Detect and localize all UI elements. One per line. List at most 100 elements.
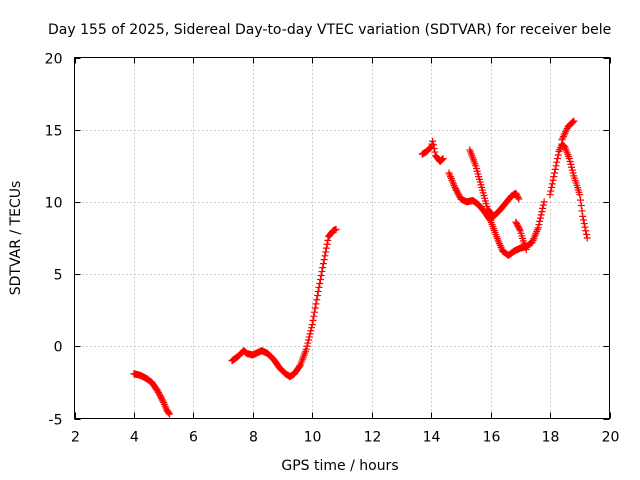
data-point	[577, 196, 585, 204]
data-point	[310, 312, 318, 320]
data-point	[516, 225, 524, 233]
data-point	[538, 208, 546, 216]
data-point	[431, 148, 439, 156]
x-tick-label: 8	[249, 430, 258, 446]
grid	[74, 57, 610, 419]
x-tick-label: 4	[130, 430, 139, 446]
data-point	[166, 410, 174, 418]
data-point	[317, 272, 325, 280]
data-point	[522, 246, 530, 254]
y-tick-label: 10	[45, 196, 63, 212]
axis-ticks	[74, 57, 611, 420]
x-tick-label: 18	[542, 430, 560, 446]
data-point	[316, 279, 324, 287]
x-tick-label: 10	[304, 430, 322, 446]
y-tick-label: -5	[49, 413, 63, 429]
y-tick-label: 20	[45, 52, 63, 68]
data-point	[558, 136, 566, 144]
y-axis-label: SDTVAR / TECUs	[8, 181, 24, 296]
data-point	[307, 327, 315, 335]
data-point	[546, 191, 554, 199]
data-point	[568, 118, 576, 126]
data-point	[319, 264, 327, 272]
data-point	[302, 345, 310, 353]
x-tick-label: 20	[602, 430, 620, 446]
data-point	[486, 216, 494, 224]
data-point	[305, 336, 313, 344]
data-point	[559, 133, 567, 141]
data-point	[579, 216, 587, 224]
data-point	[316, 276, 324, 284]
data-point	[311, 304, 319, 312]
data-point	[548, 180, 556, 188]
data-point	[296, 362, 304, 370]
data-point	[577, 202, 585, 210]
data-point	[429, 141, 437, 149]
data-point	[332, 225, 340, 233]
data-point	[439, 155, 447, 163]
data-point	[580, 220, 588, 228]
data-point	[583, 234, 591, 242]
data-point	[306, 330, 314, 338]
data-point	[303, 342, 311, 350]
data-point	[515, 195, 523, 203]
data-point	[321, 252, 329, 260]
data-point	[534, 224, 542, 232]
x-tick-label: 2	[71, 430, 80, 446]
data-points	[130, 117, 591, 418]
data-point	[312, 300, 320, 308]
data-point	[304, 339, 312, 347]
data-point	[554, 151, 562, 159]
y-tick-label: 5	[54, 268, 63, 284]
data-point	[582, 230, 590, 238]
data-point	[322, 248, 330, 256]
data-point	[553, 158, 561, 166]
chart-title: Day 155 of 2025, Sidereal Day-to-day VTE…	[48, 22, 611, 38]
data-point	[319, 260, 327, 268]
data-point	[560, 131, 568, 139]
data-point	[582, 227, 590, 235]
data-point	[438, 155, 446, 163]
data-point	[320, 256, 328, 264]
data-point	[562, 128, 570, 136]
data-point	[549, 176, 557, 184]
data-point	[313, 292, 321, 300]
data-point	[165, 409, 173, 417]
data-point	[551, 169, 559, 177]
data-point	[579, 212, 587, 220]
data-point	[548, 183, 556, 191]
data-point	[159, 397, 167, 405]
data-point	[308, 321, 316, 329]
y-tick-label: 0	[54, 340, 63, 356]
data-point	[314, 287, 322, 295]
data-point	[539, 201, 547, 209]
y-tick-labels: -5 0 5 10 15 20	[45, 52, 63, 429]
data-point	[570, 117, 578, 125]
data-point	[315, 283, 323, 291]
data-point	[537, 211, 545, 219]
x-tick-label: 16	[483, 430, 501, 446]
data-point	[561, 129, 569, 137]
data-point	[576, 191, 584, 199]
x-tick-label: 6	[189, 430, 198, 446]
data-point	[313, 296, 321, 304]
data-point	[551, 165, 559, 173]
data-point	[308, 324, 316, 332]
x-tick-labels: 2 4 6 8 10 12 14 16 18 20	[71, 430, 619, 446]
data-point	[553, 155, 561, 163]
data-point	[559, 134, 567, 142]
data-point	[324, 236, 332, 244]
data-point	[536, 217, 544, 225]
data-point	[322, 244, 330, 252]
data-point	[536, 214, 544, 222]
data-point	[540, 198, 548, 206]
data-point	[578, 207, 586, 215]
y-tick-label: 15	[45, 124, 63, 140]
data-point	[581, 223, 589, 231]
data-point	[429, 137, 437, 145]
x-tick-label: 14	[423, 430, 441, 446]
data-point	[323, 240, 331, 248]
data-point	[547, 187, 555, 195]
data-point	[438, 156, 446, 164]
